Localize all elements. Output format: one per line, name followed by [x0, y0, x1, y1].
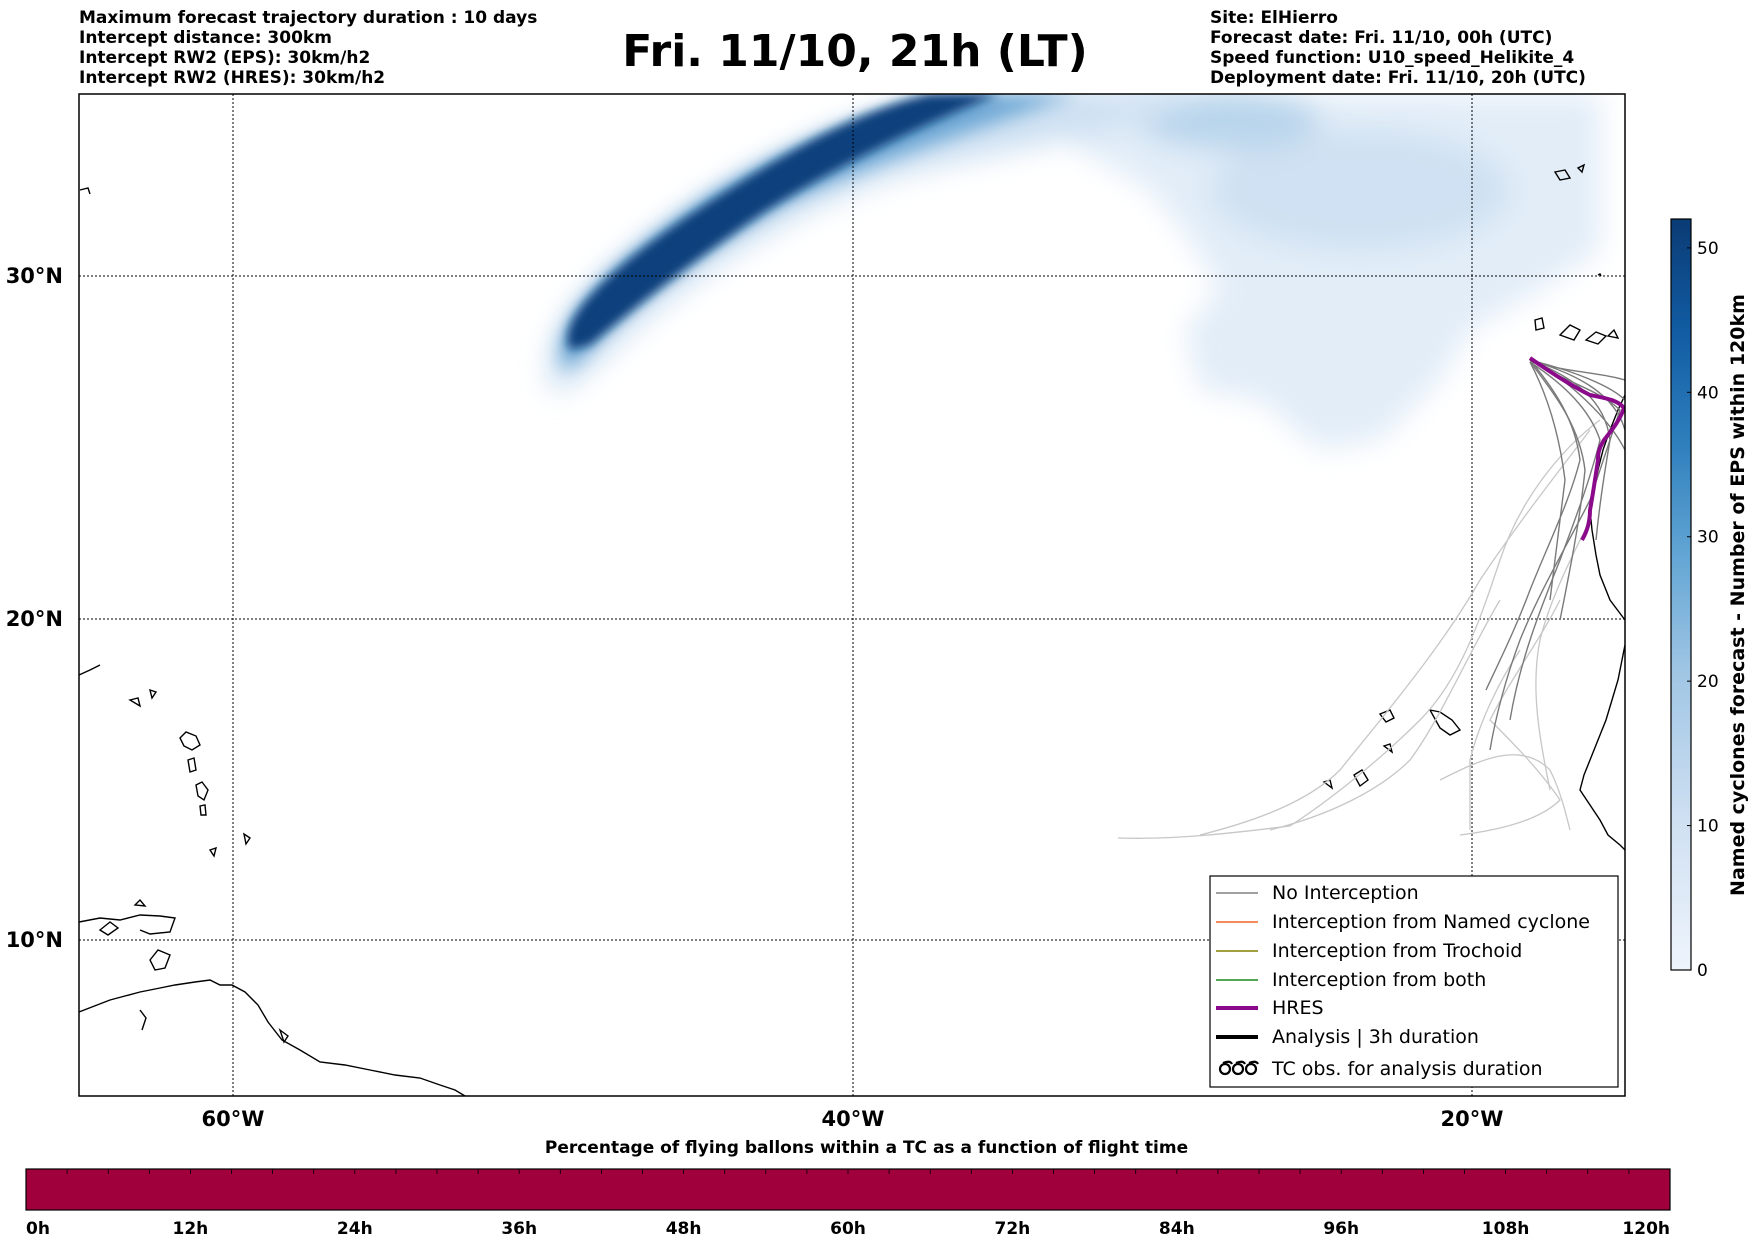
map-layers: No Interception Interception from Named …	[79, 94, 1625, 1096]
colorbar-tick-label: 10	[1697, 817, 1719, 837]
trajectory-hres	[1528, 356, 1625, 542]
legend-item-analysis: Analysis | 3h duration	[1216, 1026, 1479, 1048]
header-info-right: Site: ElHierro Forecast date: Fri. 11/10…	[1210, 8, 1586, 88]
info-max-duration: Maximum forecast trajectory duration : 1…	[79, 8, 538, 28]
colorbar-tick-label: 40	[1697, 383, 1719, 403]
flight-time-tick-label: 12h	[173, 1219, 209, 1239]
info-site: Site: ElHierro	[1210, 8, 1338, 28]
flight-time-tick-label: 0h	[26, 1219, 50, 1239]
info-deployment-date: Deployment date: Fri. 11/10, 20h (UTC)	[1210, 68, 1586, 88]
lat-label-20n: 20°N	[6, 607, 63, 631]
info-intercept-distance: Intercept distance: 300km	[79, 28, 332, 48]
legend-item-no-interception: No Interception	[1216, 882, 1419, 904]
info-speed-function: Speed function: U10_speed_Helikite_4	[1210, 48, 1575, 68]
legend-label: HRES	[1272, 997, 1324, 1019]
header-info-left: Maximum forecast trajectory duration : 1…	[79, 8, 537, 88]
flight-time-tick-label: 84h	[1159, 1219, 1195, 1239]
legend-label: Interception from Named cyclone	[1272, 911, 1590, 933]
colorbar-ticks: 0 10 20 30 40 50	[1687, 239, 1719, 981]
lat-label-30n: 30°N	[6, 264, 63, 288]
colorbar-tick-label: 0	[1697, 961, 1708, 981]
coastline-americas	[79, 187, 466, 1096]
page-title: Fri. 11/10, 21h (LT)	[622, 26, 1088, 77]
flight-time-tick-label: 36h	[501, 1219, 537, 1239]
flight-time-minor-ticks	[25, 1169, 1671, 1174]
info-intercept-hres: Intercept RW2 (HRES): 30km/h2	[79, 68, 386, 88]
flight-time-tick-label: 120h	[1622, 1219, 1670, 1239]
flight-time-tick-label: 60h	[830, 1219, 866, 1239]
colorbar-label: Named cyclones forecast - Number of EPS …	[1727, 294, 1749, 896]
flight-time-tick-label: 48h	[666, 1219, 702, 1239]
colorbar: 0 10 20 30 40 50 Named cyclones forecast - Nu…	[1670, 218, 1749, 981]
lat-label-10n: 10°N	[6, 928, 63, 952]
lon-label-40w: 40°W	[822, 1107, 885, 1131]
map-legend: No Interception Interception from Named …	[1209, 875, 1619, 1088]
cyclone-density-main	[548, 94, 1200, 395]
lon-label-60w: 60°W	[202, 1107, 265, 1131]
lon-label-20w: 20°W	[1441, 1107, 1504, 1131]
map-grid	[79, 94, 1625, 1096]
cyclone-density-light	[1050, 94, 1600, 450]
legend-label: Interception from Trochoid	[1272, 940, 1522, 962]
flight-time-tick-label: 108h	[1482, 1219, 1530, 1239]
legend-label: Interception from both	[1272, 969, 1486, 991]
flight-time-tick-label: 96h	[1323, 1219, 1359, 1239]
colorbar-tick-label: 20	[1697, 672, 1719, 692]
tc-obs-icon	[1218, 1060, 1259, 1076]
flight-time-tick-label: 24h	[337, 1219, 373, 1239]
map-frame	[78, 93, 1626, 1097]
trajectories-light	[1117, 419, 1601, 839]
flight-time-title: Percentage of flying ballons within a TC…	[544, 1138, 1189, 1158]
flight-time-tick-label: 72h	[995, 1219, 1031, 1239]
info-forecast-date: Forecast date: Fri. 11/10, 00h (UTC)	[1210, 28, 1553, 48]
legend-item-tc-obs: TC obs. for analysis duration	[1218, 1058, 1543, 1080]
legend-item-named-cyclone: Interception from Named cyclone	[1216, 911, 1590, 933]
legend-item-both: Interception from both	[1216, 969, 1486, 991]
legend-item-hres: HRES	[1216, 997, 1324, 1019]
legend-label: Analysis | 3h duration	[1272, 1026, 1479, 1048]
info-intercept-eps: Intercept RW2 (EPS): 30km/h2	[79, 48, 371, 68]
flight-time-ticks: 0h 12h 24h 36h 48h 60h 72h 84h 96h 108h 120h	[26, 1219, 1670, 1239]
colorbar-tick-label: 30	[1697, 528, 1719, 548]
legend-label: No Interception	[1272, 882, 1419, 904]
flight-time-bar: 0h 12h 24h 36h 48h 60h 72h 84h 96h 108h 120h	[25, 1168, 1671, 1239]
legend-label: TC obs. for analysis duration	[1271, 1058, 1543, 1080]
legend-item-trochoid: Interception from Trochoid	[1216, 940, 1522, 962]
colorbar-scale	[1670, 218, 1692, 971]
flight-time-bar-fill	[25, 1168, 1671, 1211]
colorbar-tick-label: 50	[1697, 239, 1719, 259]
